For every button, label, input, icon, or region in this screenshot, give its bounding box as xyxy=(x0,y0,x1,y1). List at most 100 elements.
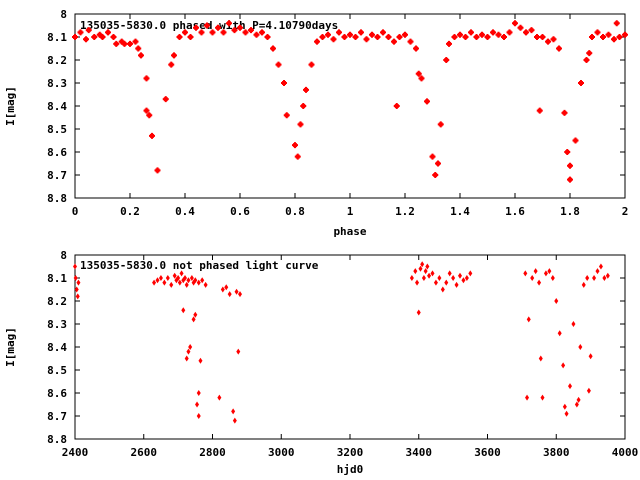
phased-light-curve-panel: 135035-5830.0 phased with P=4.10790days … xyxy=(4,8,628,238)
data-point xyxy=(547,268,552,275)
data-point xyxy=(191,316,196,323)
data-point xyxy=(578,344,583,350)
data-point xyxy=(74,286,79,293)
data-point xyxy=(76,279,81,286)
data-point xyxy=(457,31,463,38)
data-point xyxy=(143,75,150,82)
data-point xyxy=(283,112,290,119)
data-point xyxy=(154,167,161,174)
data-point xyxy=(451,34,458,40)
data-point xyxy=(220,29,227,36)
data-point xyxy=(176,275,181,281)
data-point xyxy=(135,45,142,52)
data-point xyxy=(583,57,590,63)
data-point xyxy=(526,316,531,323)
data-point xyxy=(238,291,242,298)
data-point xyxy=(440,286,445,293)
data-point xyxy=(413,45,419,52)
y-axis-ticks: 8 8.1 8.2 8.3 8.4 8.5 8.6 8.7 8.8 xyxy=(47,8,625,205)
data-point xyxy=(297,121,304,128)
data-point xyxy=(534,34,540,40)
data-point xyxy=(523,29,529,36)
x-tick-label: 3000 xyxy=(268,446,295,459)
data-point xyxy=(169,281,174,288)
data-point xyxy=(314,38,320,45)
data-point xyxy=(341,34,348,40)
data-point xyxy=(501,34,507,40)
data-point xyxy=(427,272,432,279)
data-point xyxy=(385,34,392,40)
data-point xyxy=(168,61,175,68)
x-tick-label: 2 xyxy=(622,205,629,218)
data-point xyxy=(528,27,535,34)
data-point xyxy=(248,27,254,34)
data-point xyxy=(231,27,238,34)
data-point xyxy=(538,355,543,362)
data-point xyxy=(200,277,205,284)
data-point xyxy=(605,31,612,38)
data-point xyxy=(437,275,442,281)
data-point xyxy=(155,277,160,284)
data-point xyxy=(396,34,403,40)
data-point xyxy=(402,31,408,38)
data-point xyxy=(319,34,326,40)
data-point xyxy=(121,40,128,47)
data-points xyxy=(73,261,610,424)
data-point xyxy=(165,275,170,281)
data-point xyxy=(195,401,200,408)
y-tick-label: 8.6 xyxy=(47,387,67,400)
data-point xyxy=(421,275,426,281)
data-point xyxy=(506,29,513,36)
data-point xyxy=(330,36,337,43)
data-point xyxy=(231,408,236,415)
x-tick-label: 0.2 xyxy=(120,205,140,218)
data-point xyxy=(567,162,573,169)
data-point xyxy=(113,40,120,47)
data-point xyxy=(556,45,562,52)
data-point xyxy=(564,149,571,155)
data-point xyxy=(380,29,386,36)
data-point xyxy=(433,279,438,286)
data-point xyxy=(281,80,287,86)
x-tick-label: 3800 xyxy=(543,446,570,459)
y-tick-label: 8.3 xyxy=(47,318,67,331)
x-tick-label: 0.4 xyxy=(175,205,195,218)
data-point xyxy=(561,362,566,369)
data-point xyxy=(454,281,459,288)
data-point xyxy=(413,268,418,275)
data-point xyxy=(571,321,576,327)
data-point xyxy=(523,270,528,277)
data-point xyxy=(418,75,425,82)
data-point xyxy=(423,268,428,275)
x-tick-label: 4000 xyxy=(612,446,639,459)
x-tick-label: 1.8 xyxy=(560,205,580,218)
data-point xyxy=(253,31,260,38)
data-point xyxy=(232,417,237,424)
data-point xyxy=(127,40,133,47)
data-point xyxy=(562,403,567,410)
data-point xyxy=(605,272,610,279)
y-tick-label: 8.7 xyxy=(47,169,67,182)
data-point xyxy=(595,268,600,275)
data-point xyxy=(83,36,89,43)
data-point xyxy=(589,34,595,40)
x-tick-label: 3200 xyxy=(337,446,364,459)
y-axis-label: I[mag] xyxy=(4,86,17,126)
data-point xyxy=(484,34,491,40)
data-point xyxy=(594,29,601,36)
data-point xyxy=(172,272,177,279)
data-point xyxy=(300,103,307,109)
x-tick-label: 1.2 xyxy=(395,205,415,218)
x-tick-label: 1 xyxy=(347,205,354,218)
data-point xyxy=(622,31,628,38)
y-tick-label: 8.3 xyxy=(47,77,67,90)
data-point xyxy=(581,281,586,288)
data-point xyxy=(539,34,546,40)
data-point xyxy=(574,401,579,408)
data-point xyxy=(564,410,569,417)
y-tick-label: 8 xyxy=(60,249,67,262)
data-point xyxy=(525,394,530,401)
data-point xyxy=(236,348,241,355)
data-point xyxy=(132,38,139,45)
data-point xyxy=(435,160,441,167)
